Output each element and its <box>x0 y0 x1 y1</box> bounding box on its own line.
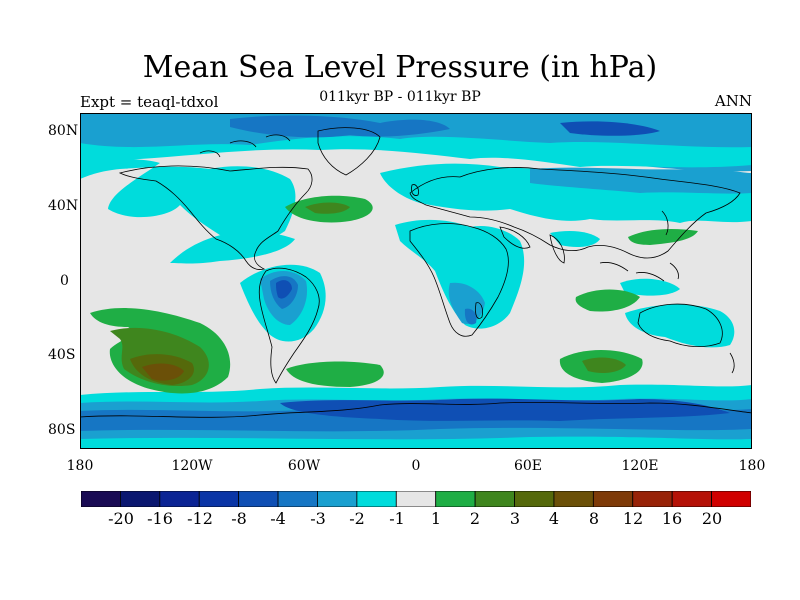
south-pacific-brown <box>142 363 184 381</box>
colorbar-label: 12 <box>622 509 644 528</box>
lon-tick-180w: 180 <box>66 458 94 474</box>
colorbar-swatch <box>277 491 318 507</box>
colorbar-label: -3 <box>310 509 326 528</box>
colorbar-swatch <box>671 491 712 507</box>
colorbar-label: -16 <box>147 509 173 528</box>
colorbar-swatch <box>435 491 476 507</box>
madagascar-blue <box>464 308 477 325</box>
africa-cyan <box>395 219 525 329</box>
asia-cyan <box>550 231 600 247</box>
colorbar-swatch <box>198 491 240 507</box>
colorbar-swatch <box>711 491 751 507</box>
north-atlantic-dark-green <box>305 202 350 214</box>
colorbar-swatch <box>632 491 673 507</box>
pacific-cyan-tongue <box>170 231 295 264</box>
antarctic-cyan-edge <box>80 436 752 449</box>
west-pacific-green <box>628 229 698 245</box>
colorbar-swatch <box>395 491 437 507</box>
lat-tick-40n: 40N <box>48 198 79 214</box>
colorbar-swatch <box>356 491 397 507</box>
chart-subtitle: 011kyr BP - 011kyr BP <box>319 89 481 105</box>
colorbar-swatch <box>159 491 200 507</box>
lon-tick-60e: 60E <box>513 458 543 474</box>
southern-cyan-band <box>80 384 752 403</box>
colorbar-label: -20 <box>108 509 134 528</box>
lat-tick-0: 0 <box>60 273 69 289</box>
pressure-anomaly-map <box>80 113 752 449</box>
map-frame <box>80 113 752 449</box>
lon-tick-0: 0 <box>411 458 421 474</box>
colorbar-label: -1 <box>389 509 405 528</box>
season-label: ANN <box>714 92 752 110</box>
colorbar-label: -2 <box>349 509 365 528</box>
colorbar-label: 20 <box>701 509 723 528</box>
lat-tick-80s: 80S <box>48 422 76 438</box>
colorbar-label: 4 <box>548 509 560 528</box>
colorbar-label: 8 <box>588 509 600 528</box>
colorbar-swatch <box>120 491 161 507</box>
lon-tick-60w: 60W <box>287 458 321 474</box>
colorbar-label: -8 <box>231 509 247 528</box>
australia-cyan <box>625 304 735 348</box>
coastlines <box>80 127 752 418</box>
colorbar-label: -4 <box>270 509 286 528</box>
colorbar-label: 1 <box>430 509 442 528</box>
lon-tick-120w: 120W <box>171 458 213 474</box>
colorbar-label: -12 <box>187 509 213 528</box>
south-america-dark-blue <box>276 280 292 299</box>
colorbar-label: 2 <box>469 509 481 528</box>
south-atlantic-green <box>286 361 384 387</box>
south-indian-dark-green <box>582 357 626 373</box>
north-cyan-strip <box>80 136 752 168</box>
north-pacific-cyan <box>80 159 296 246</box>
arctic-dark-blue <box>560 121 660 136</box>
arctic-mid-blue <box>230 115 450 138</box>
experiment-label: Expt = teaql-tdxol <box>80 93 219 111</box>
lon-tick-120e: 120E <box>621 458 659 474</box>
lon-tick-180e: 180 <box>738 458 766 474</box>
colorbar-swatch <box>592 491 634 507</box>
colorbar-swatch <box>81 491 121 507</box>
maritime-cyan <box>620 278 680 296</box>
colorbar-swatch <box>514 491 555 507</box>
indian-ocean-green <box>575 289 640 312</box>
colorbar-swatch <box>553 491 594 507</box>
colorbar-swatch <box>474 491 515 507</box>
colorbar-label: 16 <box>661 509 683 528</box>
lat-tick-80n: 80N <box>48 123 79 139</box>
colorbar-label: 3 <box>509 509 521 528</box>
colorbar-swatch <box>238 491 279 507</box>
lat-tick-40s: 40S <box>48 347 76 363</box>
colorbar-swatch <box>317 491 358 507</box>
siberia-light-blue <box>530 167 752 194</box>
chart-title: Mean Sea Level Pressure (in hPa) <box>142 50 658 85</box>
colorbar <box>81 491 751 507</box>
